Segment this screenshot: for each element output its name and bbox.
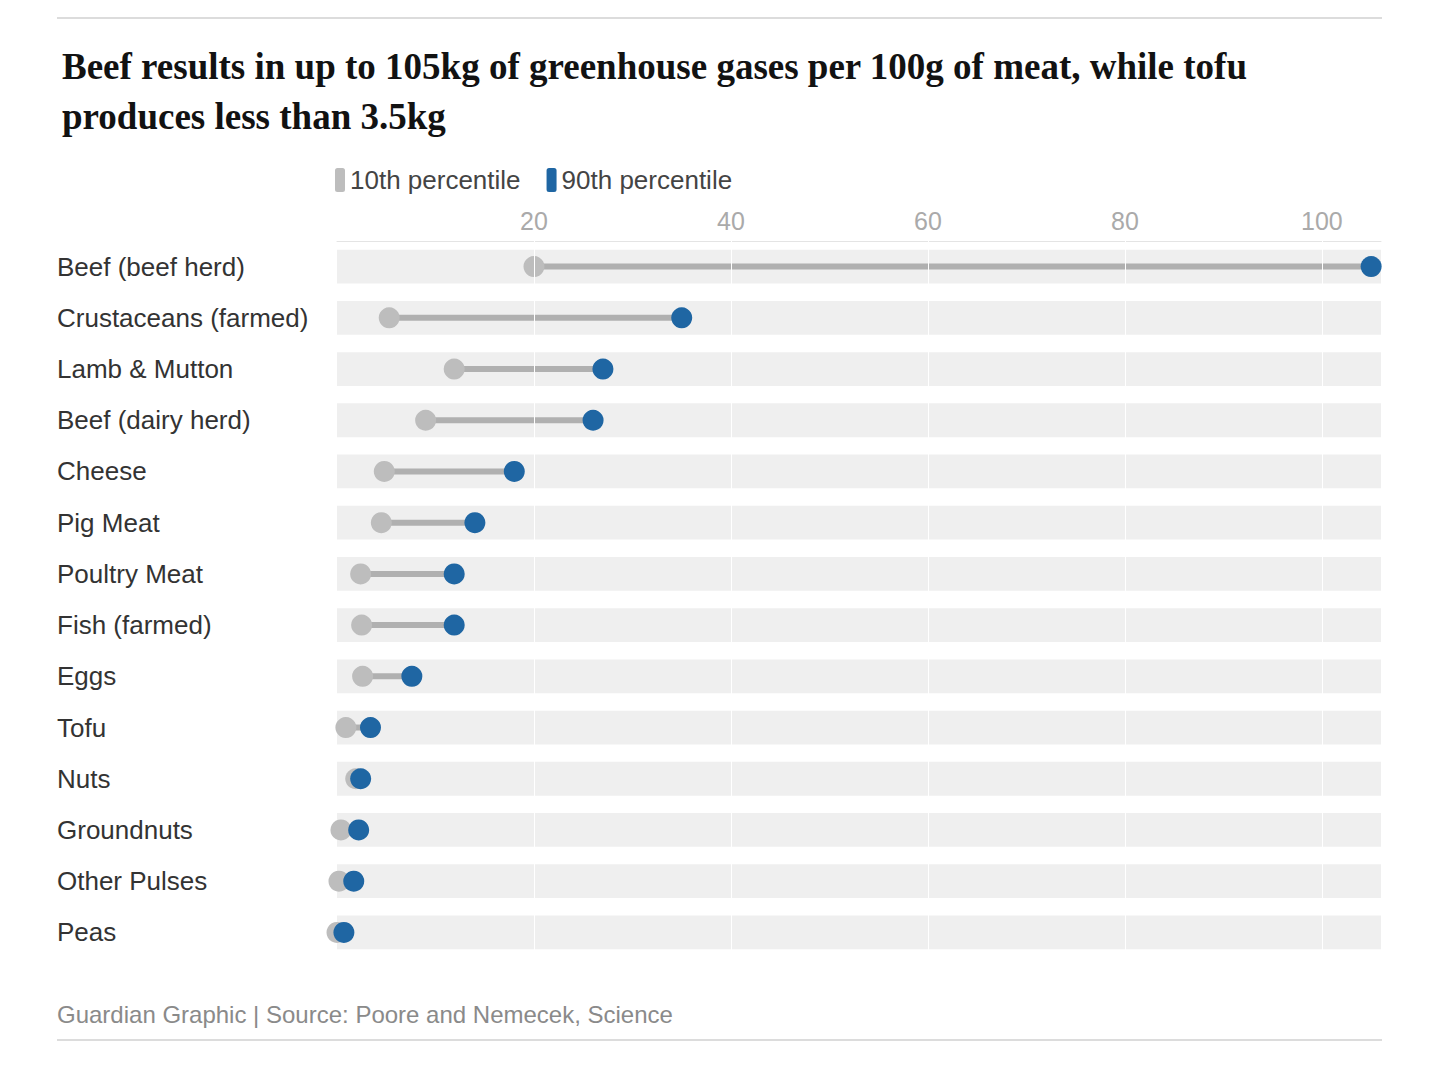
svg-text:Crustaceans (farmed): Crustaceans (farmed)	[57, 303, 308, 333]
svg-text:Cheese: Cheese	[57, 456, 147, 486]
svg-text:10th percentile: 10th percentile	[350, 165, 521, 195]
svg-text:produces less than 3.5kg: produces less than 3.5kg	[62, 96, 446, 137]
svg-text:Beef (dairy herd): Beef (dairy herd)	[57, 405, 251, 435]
svg-text:Peas: Peas	[57, 917, 116, 947]
svg-text:Nuts: Nuts	[57, 764, 110, 794]
svg-text:100: 100	[1301, 207, 1343, 235]
svg-text:Beef (beef herd): Beef (beef herd)	[57, 252, 245, 282]
svg-text:60: 60	[914, 207, 942, 235]
svg-text:20: 20	[520, 207, 548, 235]
svg-text:Tofu: Tofu	[57, 713, 106, 743]
svg-text:Groundnuts: Groundnuts	[57, 815, 193, 845]
svg-text:Eggs: Eggs	[57, 661, 116, 691]
svg-text:40: 40	[717, 207, 745, 235]
svg-text:Lamb & Mutton: Lamb & Mutton	[57, 354, 233, 384]
svg-text:80: 80	[1111, 207, 1139, 235]
svg-text:Other Pulses: Other Pulses	[57, 866, 207, 896]
svg-text:Pig Meat: Pig Meat	[57, 508, 160, 538]
svg-text:Fish (farmed): Fish (farmed)	[57, 610, 212, 640]
svg-text:Guardian Graphic | Source: Poo: Guardian Graphic | Source: Poore and Nem…	[57, 1001, 673, 1028]
svg-text:90th percentile: 90th percentile	[562, 165, 733, 195]
svg-text:Poultry Meat: Poultry Meat	[57, 559, 204, 589]
svg-text:Beef results in up to 105kg of: Beef results in up to 105kg of greenhous…	[62, 46, 1256, 87]
